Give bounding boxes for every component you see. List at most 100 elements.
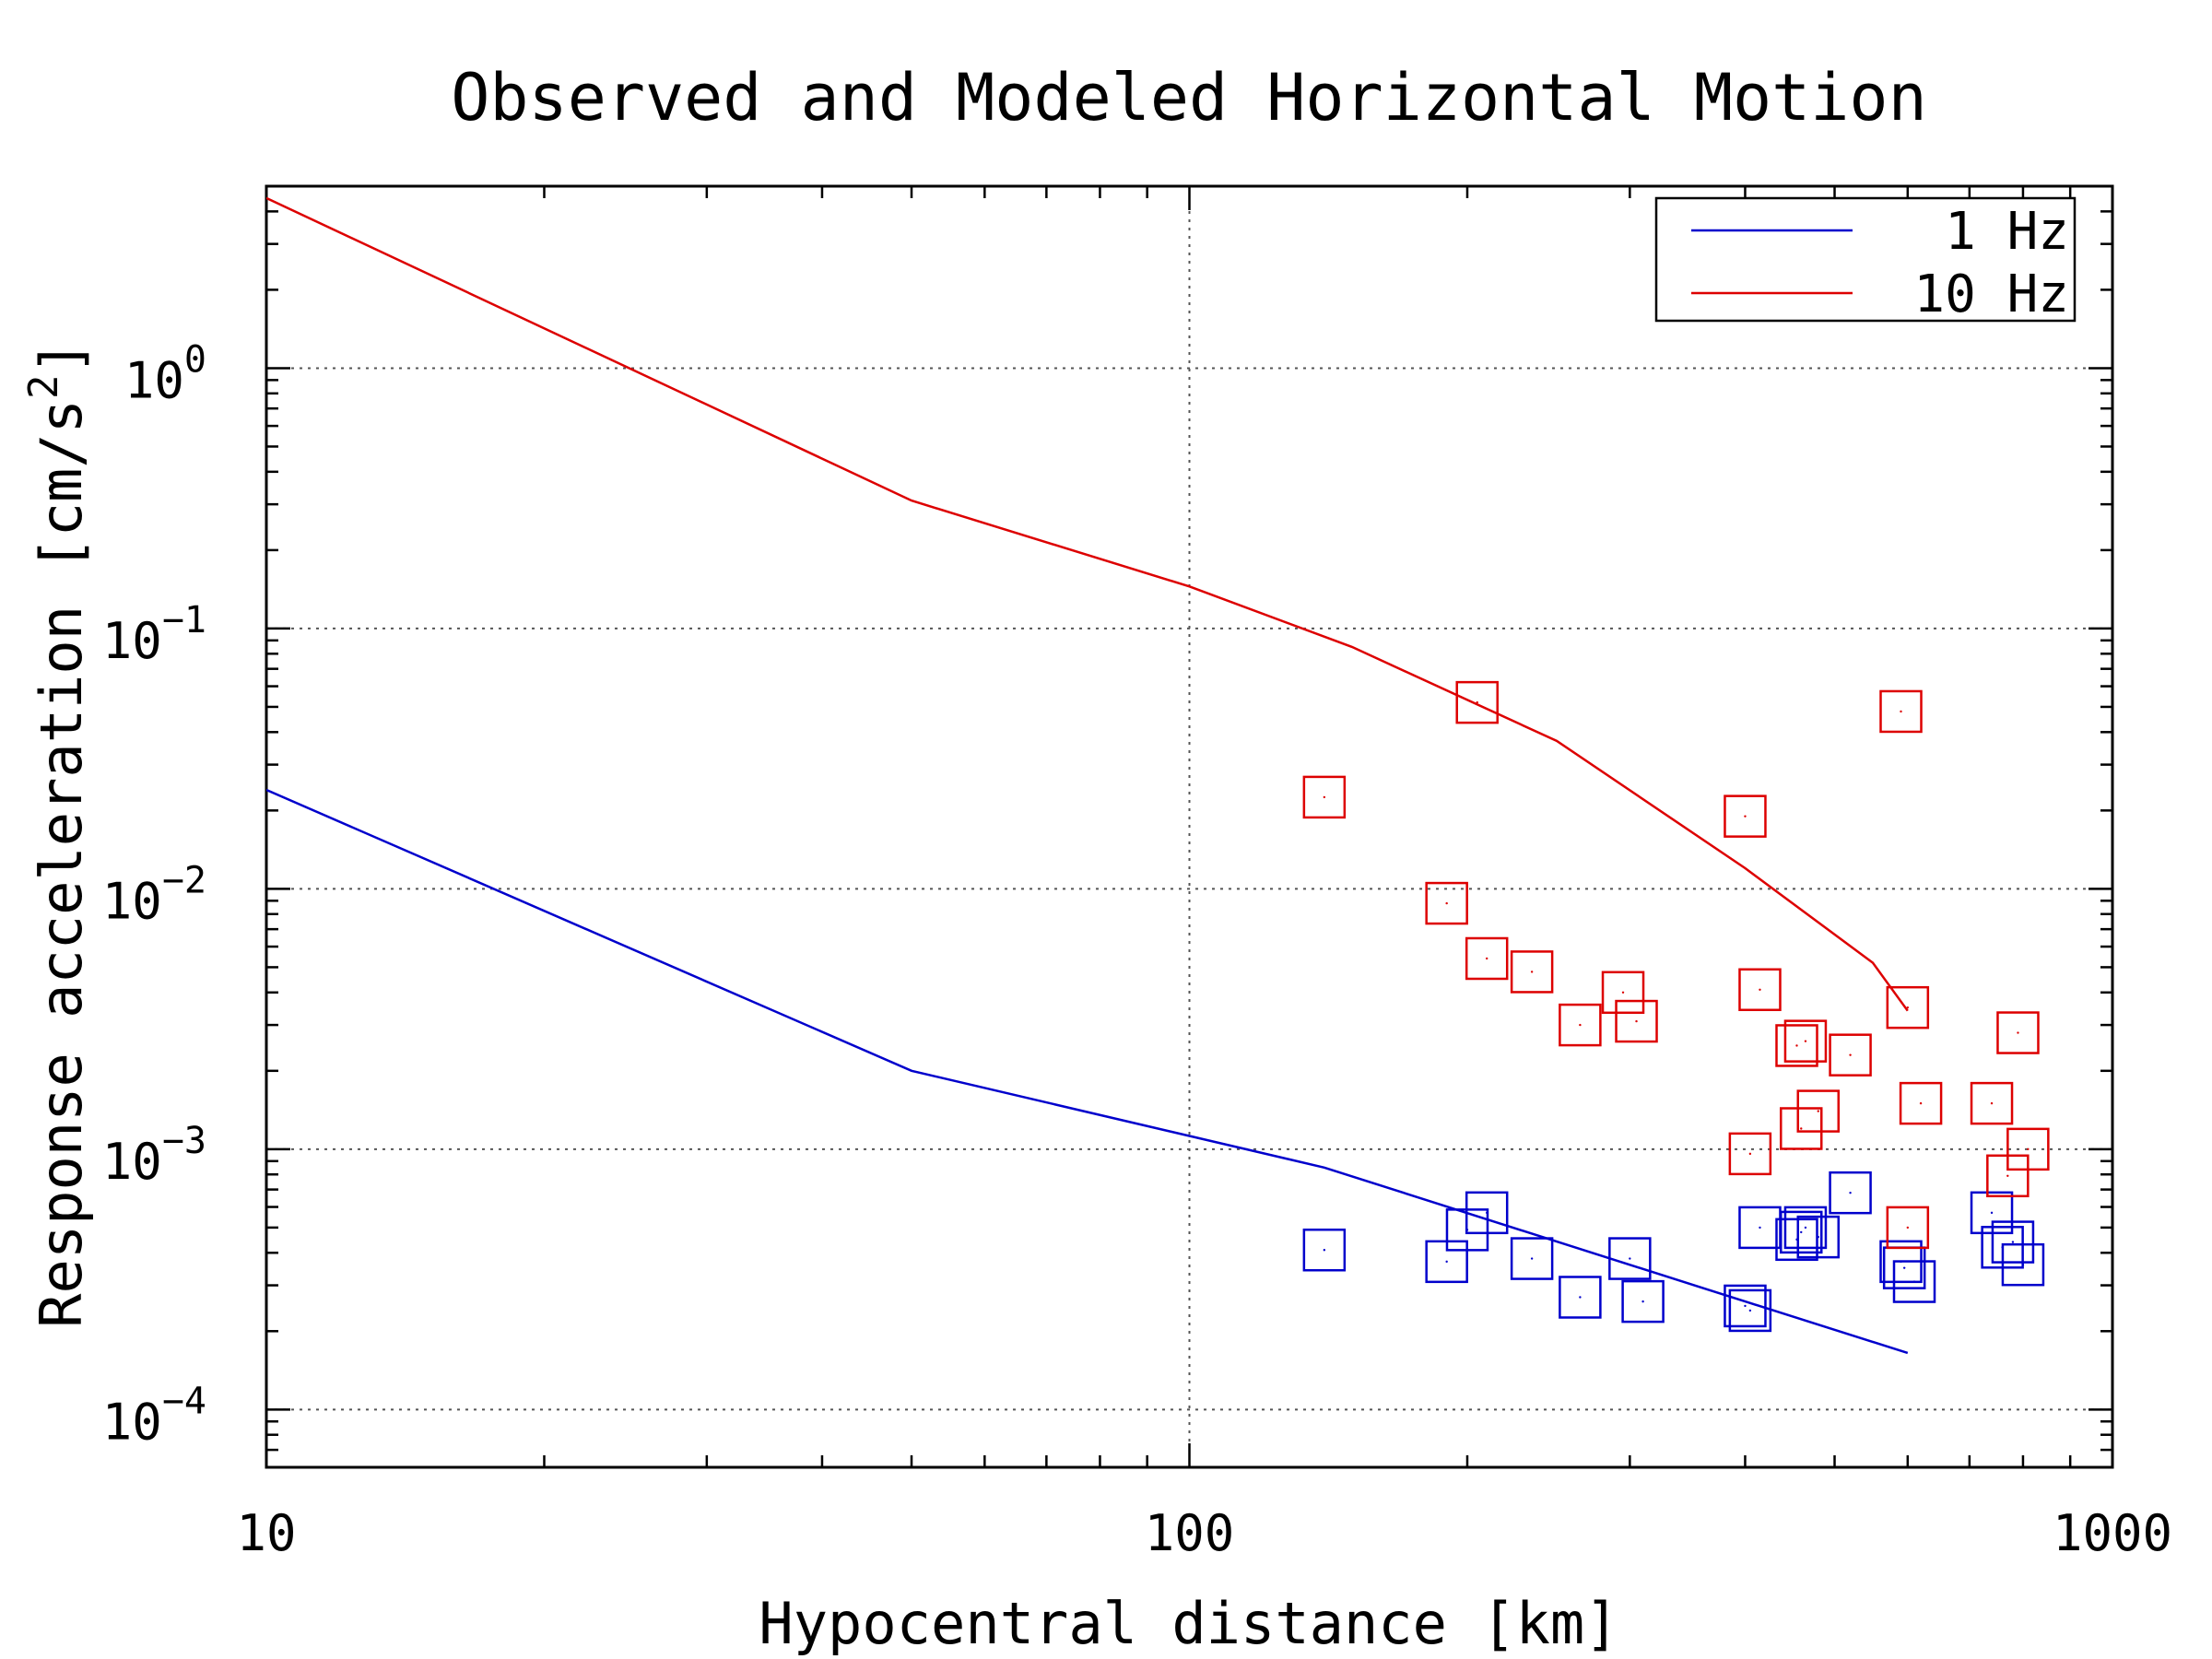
data-point-10-hz (1780, 1107, 1823, 1150)
data-point-10-hz (1302, 775, 1347, 819)
data-point-center-1-hz (1486, 1211, 1488, 1215)
data-point-10-hz (1899, 1081, 1943, 1125)
data-point-center-10-hz (1759, 988, 1761, 991)
data-point-center-10-hz (2006, 1174, 2009, 1177)
data-point-center-1-hz (1817, 1235, 1819, 1239)
data-point-center-1-hz (1990, 1211, 1994, 1215)
data-point-10-hz (1886, 1206, 1930, 1250)
y-axis-label-sup: 2 (20, 374, 67, 399)
y-axis-label-close: ] (28, 340, 95, 374)
x-tick-labels: 10 100 1000 (236, 1504, 2172, 1562)
y-tick-base: 10 (124, 351, 184, 409)
data-point-10-hz (1879, 689, 1923, 734)
x-axis-label: Hypocentral distance [km] (759, 1590, 1618, 1657)
data-point-1-hz (1892, 1260, 1936, 1303)
data-point-center-10-hz (1919, 1101, 1923, 1105)
data-point-1-hz (1783, 1206, 1828, 1250)
data-point-center-1-hz (1849, 1191, 1852, 1194)
data-point-center-1-hz (1748, 1309, 1752, 1312)
data-point-center-10-hz (1990, 1101, 1994, 1105)
y-tick-base: 10 (102, 612, 162, 670)
x-tick-label: 10 (236, 1504, 296, 1562)
data-point-10-hz (2006, 1127, 2050, 1171)
data-point-10-hz (1559, 1003, 1602, 1047)
data-point-center-10-hz (2027, 1147, 2030, 1151)
data-point-center-1-hz (1804, 1226, 1807, 1230)
data-point-center-1-hz (1530, 1257, 1534, 1260)
grid-layer (266, 186, 2112, 1467)
data-point-center-1-hz (1445, 1260, 1448, 1264)
data-point-10-hz (1970, 1081, 2014, 1125)
data-point-center-10-hz (1635, 1019, 1638, 1023)
series-line-1-hz (266, 788, 1909, 1355)
data-point-center-1-hz (2021, 1263, 2025, 1266)
data-point-center-10-hz (1744, 815, 1747, 818)
data-point-1-hz (1302, 1228, 1347, 1272)
data-point-10-hz (1728, 1132, 1772, 1176)
data-point-center-1-hz (1744, 1304, 1747, 1308)
y-tick-base: 10 (102, 1393, 162, 1451)
data-point-center-10-hz (1804, 1040, 1807, 1042)
data-point-center-10-hz (1849, 1053, 1852, 1056)
y-tick-label: 100 (124, 338, 206, 409)
data-point-center-10-hz (1621, 991, 1625, 994)
data-point-10-hz (1425, 881, 1468, 925)
data-point-1-hz (1724, 1284, 1767, 1328)
series-layer (266, 196, 2050, 1355)
data-point-1-hz (1780, 1210, 1823, 1254)
y-tick-label: 10−3 (102, 1120, 206, 1191)
data-point-10-hz (1796, 1089, 1841, 1133)
data-point-1-hz (1465, 1191, 1509, 1235)
legend-label: 10 Hz (1913, 265, 2069, 324)
data-point-center-1-hz (1323, 1249, 1326, 1252)
data-point-10-hz (1886, 985, 1930, 1030)
data-point-center-1-hz (1579, 1296, 1582, 1299)
data-point-center-10-hz (1906, 1226, 1910, 1230)
data-point-1-hz (1796, 1215, 1841, 1259)
data-point-1-hz (1991, 1220, 2035, 1264)
data-point-center-10-hz (1445, 901, 1448, 905)
data-point-10-hz (1783, 1019, 1828, 1063)
data-point-1-hz (2001, 1242, 2045, 1287)
data-point-center-10-hz (1817, 1110, 1819, 1112)
data-point-center-10-hz (1476, 700, 1478, 704)
data-point-center-1-hz (1759, 1226, 1761, 1230)
y-tick-exponent: −2 (162, 859, 206, 901)
y-axis-label-base: Response acceleration [cm/s (28, 399, 95, 1328)
plot-frame (265, 184, 2114, 1469)
data-point-center-1-hz (1641, 1300, 1644, 1303)
data-point-10-hz (1775, 1024, 1818, 1067)
data-point-1-hz (1829, 1171, 1872, 1215)
data-point-10-hz (1615, 999, 1658, 1043)
data-point-10-hz (1510, 950, 1554, 994)
data-point-1-hz (1559, 1276, 1602, 1319)
data-point-10-hz (1829, 1033, 1872, 1077)
data-point-10-hz (1996, 1011, 2040, 1054)
data-point-center-10-hz (1800, 1127, 1803, 1130)
data-point-center-10-hz (1323, 795, 1326, 799)
chart-title: Observed and Modeled Horizontal Motion (451, 60, 1926, 135)
y-tick-label: 10−1 (102, 599, 206, 670)
y-tick-exponent: −1 (162, 599, 206, 641)
series-line-10-hz (266, 196, 1909, 1012)
data-point-center-10-hz (1900, 710, 1902, 713)
data-point-1-hz (1621, 1279, 1665, 1324)
y-tick-label: 10−4 (102, 1380, 206, 1451)
data-point-1-hz (1728, 1288, 1772, 1333)
data-point-center-1-hz (1629, 1257, 1631, 1260)
data-point-center-1-hz (1800, 1230, 1803, 1234)
data-point-center-10-hz (1748, 1152, 1752, 1156)
data-point-center-10-hz (1530, 971, 1534, 973)
x-tick-label: 100 (1145, 1504, 1235, 1562)
y-tick-exponent: −3 (162, 1120, 206, 1162)
data-point-center-10-hz (1906, 1006, 1910, 1009)
legend-label: 1 Hz (1945, 202, 2069, 262)
data-point-10-hz (1465, 936, 1509, 981)
y-axis-label: Response acceleration [cm/s2] (20, 340, 95, 1328)
y-tick-base: 10 (102, 1133, 162, 1191)
data-point-1-hz (1775, 1218, 1818, 1262)
data-point-10-hz (1455, 680, 1499, 724)
y-tick-exponent: −4 (162, 1380, 206, 1422)
